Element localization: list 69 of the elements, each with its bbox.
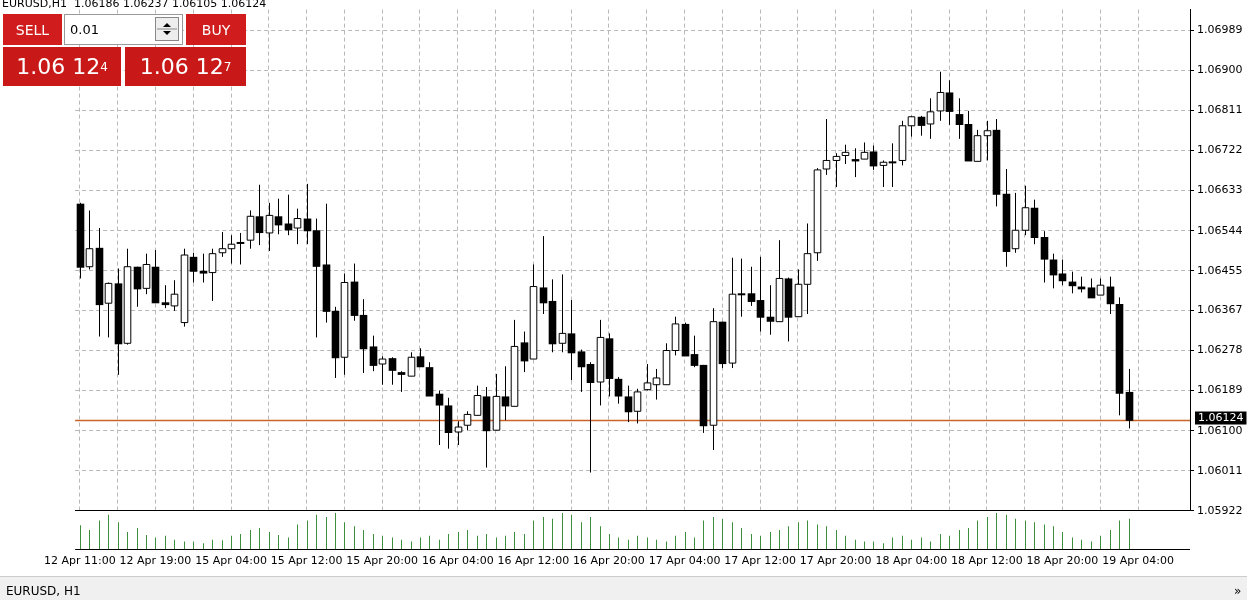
candlestick xyxy=(869,145,878,171)
candlestick xyxy=(737,258,746,318)
y-tick-label: 1.06189 xyxy=(1197,383,1243,397)
candlestick xyxy=(189,252,198,283)
candlestick xyxy=(520,331,529,373)
x-tick-label: 17 Apr 20:00 xyxy=(799,554,872,568)
candlestick xyxy=(1040,230,1049,283)
x-tick-label: 15 Apr 04:00 xyxy=(195,554,267,568)
candlestick xyxy=(955,97,964,140)
candlestick xyxy=(1058,259,1067,286)
x-tick-label: 12 Apr 19:00 xyxy=(119,554,192,568)
x-tick-label: 16 Apr 12:00 xyxy=(497,554,570,568)
candlestick xyxy=(369,335,378,372)
candlestick xyxy=(539,235,548,315)
candlestick xyxy=(614,376,623,405)
annotation: 1.06 12$^{4}$ xyxy=(3,47,121,86)
text: » xyxy=(1234,584,1242,598)
candlestick xyxy=(501,365,510,421)
ref-line-label: 1.06124 xyxy=(1198,410,1244,424)
y-tick-label: 1.06900 xyxy=(1197,63,1243,77)
candlestick xyxy=(255,184,264,246)
candlestick xyxy=(567,299,576,381)
candlestick xyxy=(274,198,283,235)
candlestick xyxy=(945,79,954,126)
y-tick-label: 1.05922 xyxy=(1197,503,1243,517)
text: EURUSD, H1 xyxy=(6,584,81,598)
candlestick xyxy=(133,266,142,308)
candlestick xyxy=(747,266,756,307)
candlestick xyxy=(236,232,245,265)
candlestick xyxy=(917,115,926,137)
x-tick-label: 15 Apr 12:00 xyxy=(270,554,343,568)
x-tick-label: 18 Apr 20:00 xyxy=(1026,554,1099,568)
annotation: 1.06 12$^{7}$ xyxy=(125,47,246,86)
candlestick xyxy=(199,253,208,283)
candlestick xyxy=(766,284,775,336)
candlestick xyxy=(161,284,170,309)
candlestick xyxy=(756,256,765,333)
x-tick-label: 15 Apr 20:00 xyxy=(346,554,419,568)
candlestick xyxy=(1087,277,1096,299)
candlestick xyxy=(624,385,633,423)
y-tick-label: 1.06989 xyxy=(1197,23,1243,37)
candlestick xyxy=(586,361,595,474)
y-tick-label: 1.06633 xyxy=(1197,183,1243,197)
x-tick-label: 17 Apr 04:00 xyxy=(648,554,721,568)
candlestick xyxy=(690,335,699,368)
candlestick xyxy=(416,347,425,368)
text: SELL xyxy=(3,14,62,45)
annotation: BUY xyxy=(186,14,246,45)
x-tick-label: 12 Apr 11:00 xyxy=(43,554,116,568)
x-tick-label: 18 Apr 04:00 xyxy=(875,554,948,568)
x-tick-label: 16 Apr 04:00 xyxy=(421,554,494,568)
candlestick xyxy=(888,142,897,188)
y-tick-label: 1.06455 xyxy=(1197,263,1243,277)
x-tick-label: 19 Apr 04:00 xyxy=(1102,554,1174,568)
y-tick-label: 1.06367 xyxy=(1197,303,1243,317)
y-tick-label: 1.06100 xyxy=(1197,423,1243,437)
y-tick-label: 1.06278 xyxy=(1197,343,1243,357)
y-tick-label: 1.06544 xyxy=(1197,223,1243,237)
y-tick-label: 1.06811 xyxy=(1197,103,1243,117)
candlestick xyxy=(388,356,397,386)
candlestick xyxy=(284,194,293,236)
candlestick xyxy=(435,390,444,446)
x-tick-label: 16 Apr 20:00 xyxy=(573,554,645,568)
y-tick-label: 1.06011 xyxy=(1197,463,1243,477)
x-tick-label: 18 Apr 12:00 xyxy=(951,554,1023,568)
x-tick-label: 17 Apr 12:00 xyxy=(724,554,796,568)
y-tick-label: 1.06722 xyxy=(1197,143,1243,157)
candlestick xyxy=(577,349,586,393)
candlestick xyxy=(397,370,406,393)
